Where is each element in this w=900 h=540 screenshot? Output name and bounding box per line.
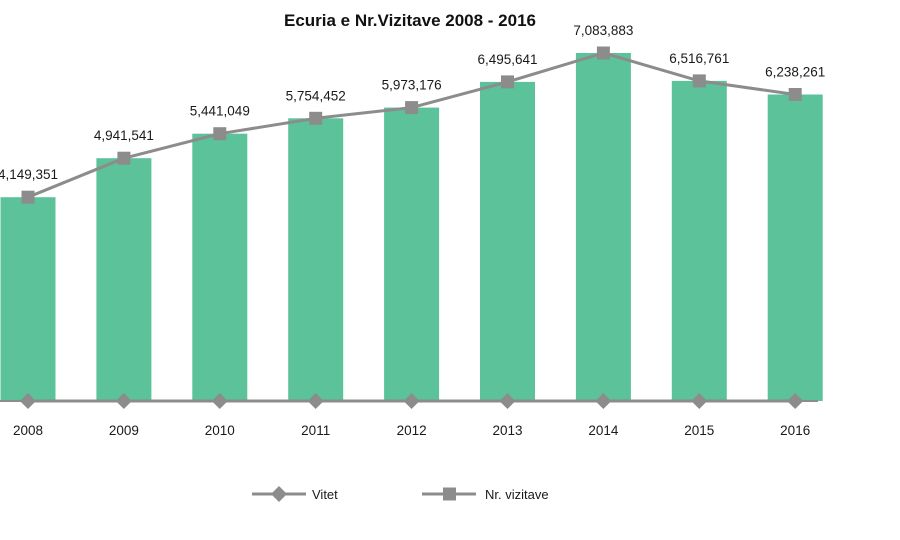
point-nr-vizitave-2014 — [596, 46, 610, 60]
legend: Vitet Nr. vizitave — [252, 486, 549, 502]
legend-square-marker — [443, 487, 456, 501]
data-label-2011: 5,754,452 — [286, 88, 346, 103]
point-nr-vizitave-2016 — [788, 88, 802, 101]
point-nr-vizitave-2010 — [213, 127, 227, 141]
x-tick-label-2009: 2009 — [109, 423, 139, 438]
data-label-2009: 4,941,541 — [94, 128, 154, 143]
point-vitet-2015 — [691, 393, 708, 409]
x-tick-label-2016: 2016 — [780, 423, 810, 438]
bar-2012 — [384, 107, 440, 401]
bar-2013 — [480, 81, 535, 402]
legend-label-nr-vizitave: Nr. vizitave — [485, 487, 549, 502]
point-vitet-2016 — [787, 393, 804, 409]
bars-layer — [0, 53, 823, 402]
point-nr-vizitave-2012 — [405, 101, 419, 115]
x-tick-label-2008: 2008 — [13, 423, 43, 438]
labels-layer: 4,149,351 4,941,541 5,441,049 5,754,452 5,97… — [0, 23, 825, 182]
data-label-2012: 5,973,176 — [382, 78, 442, 93]
legend-item-nr-vizitave: Nr. vizitave — [422, 487, 549, 502]
bar-2010 — [192, 133, 248, 401]
markers-layer — [19, 46, 804, 409]
bar-2016 — [767, 94, 823, 401]
point-vitet-2012 — [403, 393, 420, 409]
point-vitet-2013 — [499, 393, 516, 409]
bar-2011 — [288, 118, 344, 402]
x-tick-label-2013: 2013 — [492, 423, 522, 438]
x-tick-label-2014: 2014 — [588, 423, 619, 438]
x-tick-label-2015: 2015 — [684, 423, 714, 438]
x-tick-label-2010: 2010 — [205, 423, 235, 438]
chart-title: Ecuria e Nr.Vizitave 2008 - 2016 — [284, 11, 536, 30]
bar-2009 — [96, 158, 152, 401]
data-label-2010: 5,441,049 — [190, 104, 250, 119]
legend-diamond-marker — [271, 486, 287, 502]
data-label-2015: 6,516,761 — [669, 51, 729, 66]
point-vitet-2008 — [19, 393, 36, 409]
x-tick-label-2011: 2011 — [301, 423, 330, 438]
point-vitet-2011 — [307, 393, 324, 409]
bar-2014 — [575, 53, 631, 401]
bar-2015 — [671, 80, 727, 402]
point-nr-vizitave-2009 — [117, 151, 131, 165]
data-label-2013: 6,495,641 — [477, 52, 537, 67]
data-label-2016: 6,238,261 — [765, 65, 825, 80]
point-vitet-2009 — [115, 393, 132, 409]
point-vitet-2010 — [211, 393, 228, 409]
x-tick-label-2012: 2012 — [397, 423, 427, 438]
legend-item-vitet: Vitet — [252, 486, 338, 502]
data-label-2008: 4,149,351 — [0, 167, 58, 182]
point-nr-vizitave-2011 — [309, 111, 323, 125]
bar-2008 — [0, 197, 56, 401]
point-nr-vizitave-2013 — [501, 75, 514, 89]
data-label-2014: 7,083,883 — [573, 23, 633, 38]
point-nr-vizitave-2008 — [21, 190, 35, 204]
point-vitet-2014 — [595, 393, 612, 409]
point-nr-vizitave-2015 — [692, 74, 706, 88]
legend-label-vitet: Vitet — [312, 487, 338, 502]
